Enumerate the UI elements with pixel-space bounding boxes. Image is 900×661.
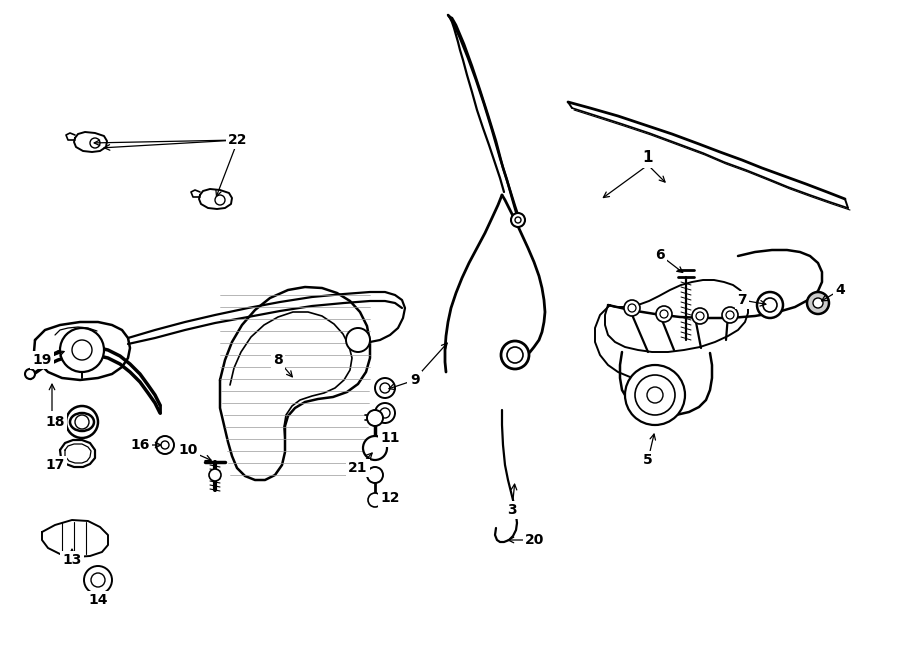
Circle shape: [72, 340, 92, 360]
Text: 22: 22: [229, 133, 248, 147]
Text: 7: 7: [737, 293, 747, 307]
Text: 21: 21: [348, 461, 368, 475]
Circle shape: [367, 410, 383, 426]
Circle shape: [380, 408, 390, 418]
Circle shape: [367, 467, 383, 483]
Text: 12: 12: [380, 491, 400, 505]
Circle shape: [161, 441, 169, 449]
Text: 5: 5: [644, 453, 652, 467]
Circle shape: [209, 469, 221, 481]
Circle shape: [90, 138, 100, 148]
Text: 10: 10: [178, 443, 198, 457]
Circle shape: [501, 341, 529, 369]
Circle shape: [380, 383, 390, 393]
Circle shape: [368, 493, 382, 507]
Circle shape: [74, 414, 90, 430]
Text: 18: 18: [45, 415, 65, 429]
Circle shape: [813, 298, 823, 308]
Text: 19: 19: [32, 353, 51, 367]
Circle shape: [726, 311, 734, 319]
Circle shape: [763, 298, 777, 312]
Circle shape: [722, 307, 738, 323]
Ellipse shape: [70, 413, 94, 431]
Circle shape: [507, 347, 523, 363]
Circle shape: [60, 328, 104, 372]
Circle shape: [628, 304, 636, 312]
Circle shape: [656, 306, 672, 322]
Circle shape: [635, 375, 675, 415]
Text: 11: 11: [380, 431, 400, 445]
Circle shape: [25, 369, 35, 379]
Circle shape: [515, 217, 521, 223]
Text: 3: 3: [508, 503, 517, 517]
Text: 15: 15: [42, 413, 62, 427]
Circle shape: [511, 213, 525, 227]
Circle shape: [624, 300, 640, 316]
Circle shape: [91, 573, 105, 587]
Circle shape: [375, 378, 395, 398]
Circle shape: [625, 365, 685, 425]
Text: 4: 4: [835, 283, 845, 297]
Circle shape: [363, 436, 387, 460]
Circle shape: [215, 195, 225, 205]
Text: 1: 1: [643, 151, 653, 165]
Circle shape: [156, 436, 174, 454]
Circle shape: [75, 415, 89, 429]
Circle shape: [692, 308, 708, 324]
Text: 2: 2: [410, 373, 418, 387]
Circle shape: [346, 328, 370, 352]
Text: 14: 14: [88, 593, 108, 607]
Circle shape: [84, 566, 112, 594]
Text: 17: 17: [45, 458, 65, 472]
Text: 20: 20: [526, 533, 544, 547]
Circle shape: [757, 292, 783, 318]
Circle shape: [660, 310, 668, 318]
Text: 6: 6: [655, 248, 665, 262]
Circle shape: [647, 387, 663, 403]
Text: 8: 8: [273, 353, 283, 367]
Text: 16: 16: [130, 438, 149, 452]
Text: 9: 9: [410, 373, 419, 387]
Circle shape: [807, 292, 829, 314]
Circle shape: [66, 406, 98, 438]
Text: 13: 13: [62, 553, 82, 567]
Circle shape: [696, 312, 704, 320]
Circle shape: [375, 403, 395, 423]
